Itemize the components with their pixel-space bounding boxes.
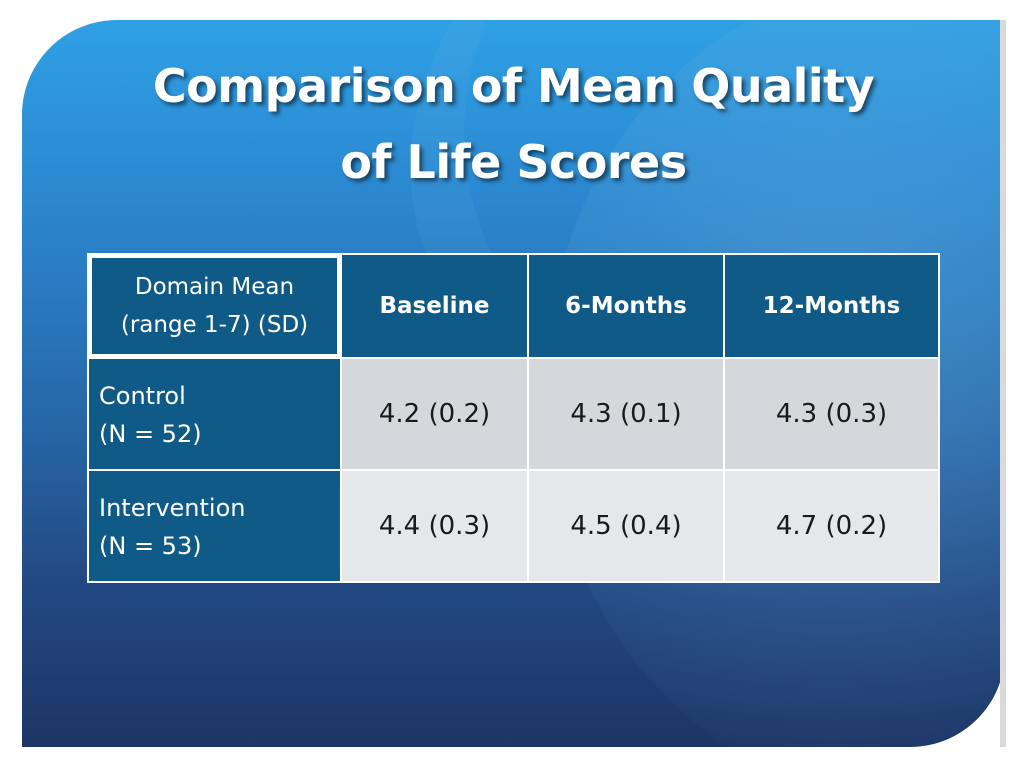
table-cell: 4.7 (0.2) (723, 469, 940, 583)
row-label: Intervention (99, 494, 246, 522)
table-header-row: Domain Mean (range 1-7) (SD) Baseline 6-… (87, 253, 940, 359)
table-cell: 4.5 (0.4) (527, 469, 725, 583)
table-row-intervention: Intervention (N = 53) 4.4 (0.3) 4.5 (0.4… (87, 469, 940, 583)
row-label: Control (99, 382, 186, 410)
row-sample-size: (N = 52) (99, 420, 202, 448)
title-line-2: of Life Scores (340, 135, 687, 189)
row-header-control: Control (N = 52) (87, 357, 342, 471)
table-row-control: Control (N = 52) 4.2 (0.2) 4.3 (0.1) 4.3… (87, 357, 940, 471)
slide-edge-bar (1000, 20, 1006, 747)
column-header-baseline: Baseline (340, 253, 529, 359)
table-cell: 4.4 (0.3) (340, 469, 529, 583)
table-cell: 4.3 (0.1) (527, 357, 725, 471)
slide-title: Comparison of Mean Quality of Life Score… (22, 48, 1005, 200)
table-cell: 4.2 (0.2) (340, 357, 529, 471)
row-header-intervention: Intervention (N = 53) (87, 469, 342, 583)
row-sample-size: (N = 53) (99, 532, 202, 560)
column-header-6-months: 6-Months (527, 253, 725, 359)
table-cell: 4.3 (0.3) (723, 357, 940, 471)
corner-header-line-2: (range 1-7) (SD) (120, 312, 309, 338)
corner-header-line-1: Domain Mean (134, 274, 295, 300)
title-line-1: Comparison of Mean Quality (152, 59, 875, 113)
quality-of-life-table: Domain Mean (range 1-7) (SD) Baseline 6-… (87, 253, 940, 583)
column-header-12-months: 12-Months (723, 253, 940, 359)
corner-header-cell: Domain Mean (range 1-7) (SD) (87, 253, 342, 359)
